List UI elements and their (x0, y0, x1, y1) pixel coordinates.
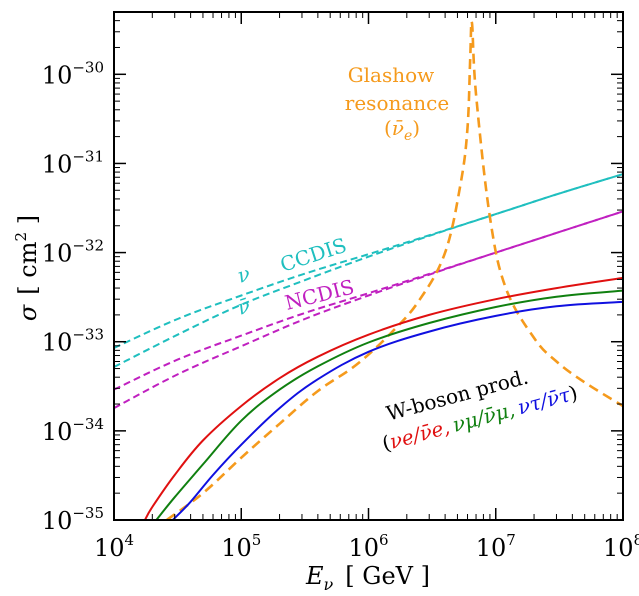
x-tick-label: 108 (603, 531, 639, 562)
series-ncdis-nu (114, 211, 623, 389)
x-axis-subscript: ν (324, 575, 334, 591)
x-tick-exponent: 8 (634, 531, 639, 549)
y-tick-base: 10 (42, 418, 73, 446)
glashow-label-line2: resonance (345, 91, 449, 115)
x-tick-base: 10 (476, 534, 507, 562)
x-tick-base: 10 (94, 534, 125, 562)
x-axis-unit: [ GeV ] (345, 562, 430, 590)
y-tick-base: 10 (42, 61, 73, 89)
y-axis-unit-open: [ cm (14, 241, 42, 294)
x-tick-exponent: 7 (506, 531, 516, 549)
glashow-sub-e: e (404, 128, 412, 144)
series-ccdis-nu (114, 174, 623, 348)
x-axis-title: Eν [ GeV ] (305, 562, 430, 591)
y-axis-unit-exp: 2 (12, 232, 30, 242)
plot-frame (114, 12, 623, 520)
x-axis-symbol: E (305, 562, 324, 590)
y-tick-base: 10 (42, 507, 73, 535)
x-tick-base: 10 (603, 534, 634, 562)
y-tick-exponent: −31 (72, 147, 104, 165)
series-ncdis-nubar (114, 211, 623, 408)
y-tick-label: 10−31 (42, 147, 104, 178)
glashow-annotation: Glashow resonance (ν̄e) (345, 63, 449, 144)
x-tick-base: 10 (348, 534, 379, 562)
x-tick-label: 106 (348, 531, 388, 562)
x-tick-label: 107 (476, 531, 516, 562)
y-tick-exponent: −33 (72, 326, 104, 344)
y-tick-exponent: −30 (72, 58, 104, 76)
x-tick-exponent: 5 (252, 531, 262, 549)
nu-label: ν (234, 261, 253, 288)
glashow-label-line3: (ν̄e) (384, 116, 420, 144)
glashow-label-line1: Glashow (348, 63, 435, 87)
x-tick-base: 10 (221, 534, 252, 562)
y-tick-exponent: −34 (72, 415, 104, 433)
y-tick-label: 10−30 (42, 58, 104, 89)
y-tick-label: 10−35 (42, 504, 104, 535)
nubar-label: ν̄ (234, 293, 253, 320)
y-tick-base: 10 (42, 240, 73, 268)
y-tick-label: 10−34 (42, 415, 104, 446)
glashow-paren-open: ( (384, 116, 392, 140)
y-axis-symbol: σ (14, 304, 42, 321)
x-tick-exponent: 6 (379, 531, 389, 549)
glashow-nubar: ν̄ (392, 116, 404, 140)
y-tick-base: 10 (42, 329, 73, 357)
y-tick-label: 10−32 (42, 237, 104, 268)
x-tick-exponent: 4 (125, 531, 135, 549)
wboson-annotation: W-boson prod. (νe/ν̄e,νμ/ν̄μ,ντ/ν̄τ) (372, 353, 580, 455)
y-tick-label: 10−33 (42, 326, 104, 357)
y-tick-exponent: −32 (72, 237, 104, 255)
glashow-paren-close: ) (412, 116, 420, 140)
y-tick-base: 10 (42, 150, 73, 178)
y-axis-title: σ [ cm2 ] (12, 215, 42, 321)
series-ccdis-nubar (114, 174, 623, 367)
x-tick-label: 105 (221, 531, 261, 562)
y-tick-exponent: −35 (72, 504, 104, 522)
x-tick-label: 104 (94, 531, 134, 562)
y-axis-unit-close: ] (14, 215, 42, 232)
